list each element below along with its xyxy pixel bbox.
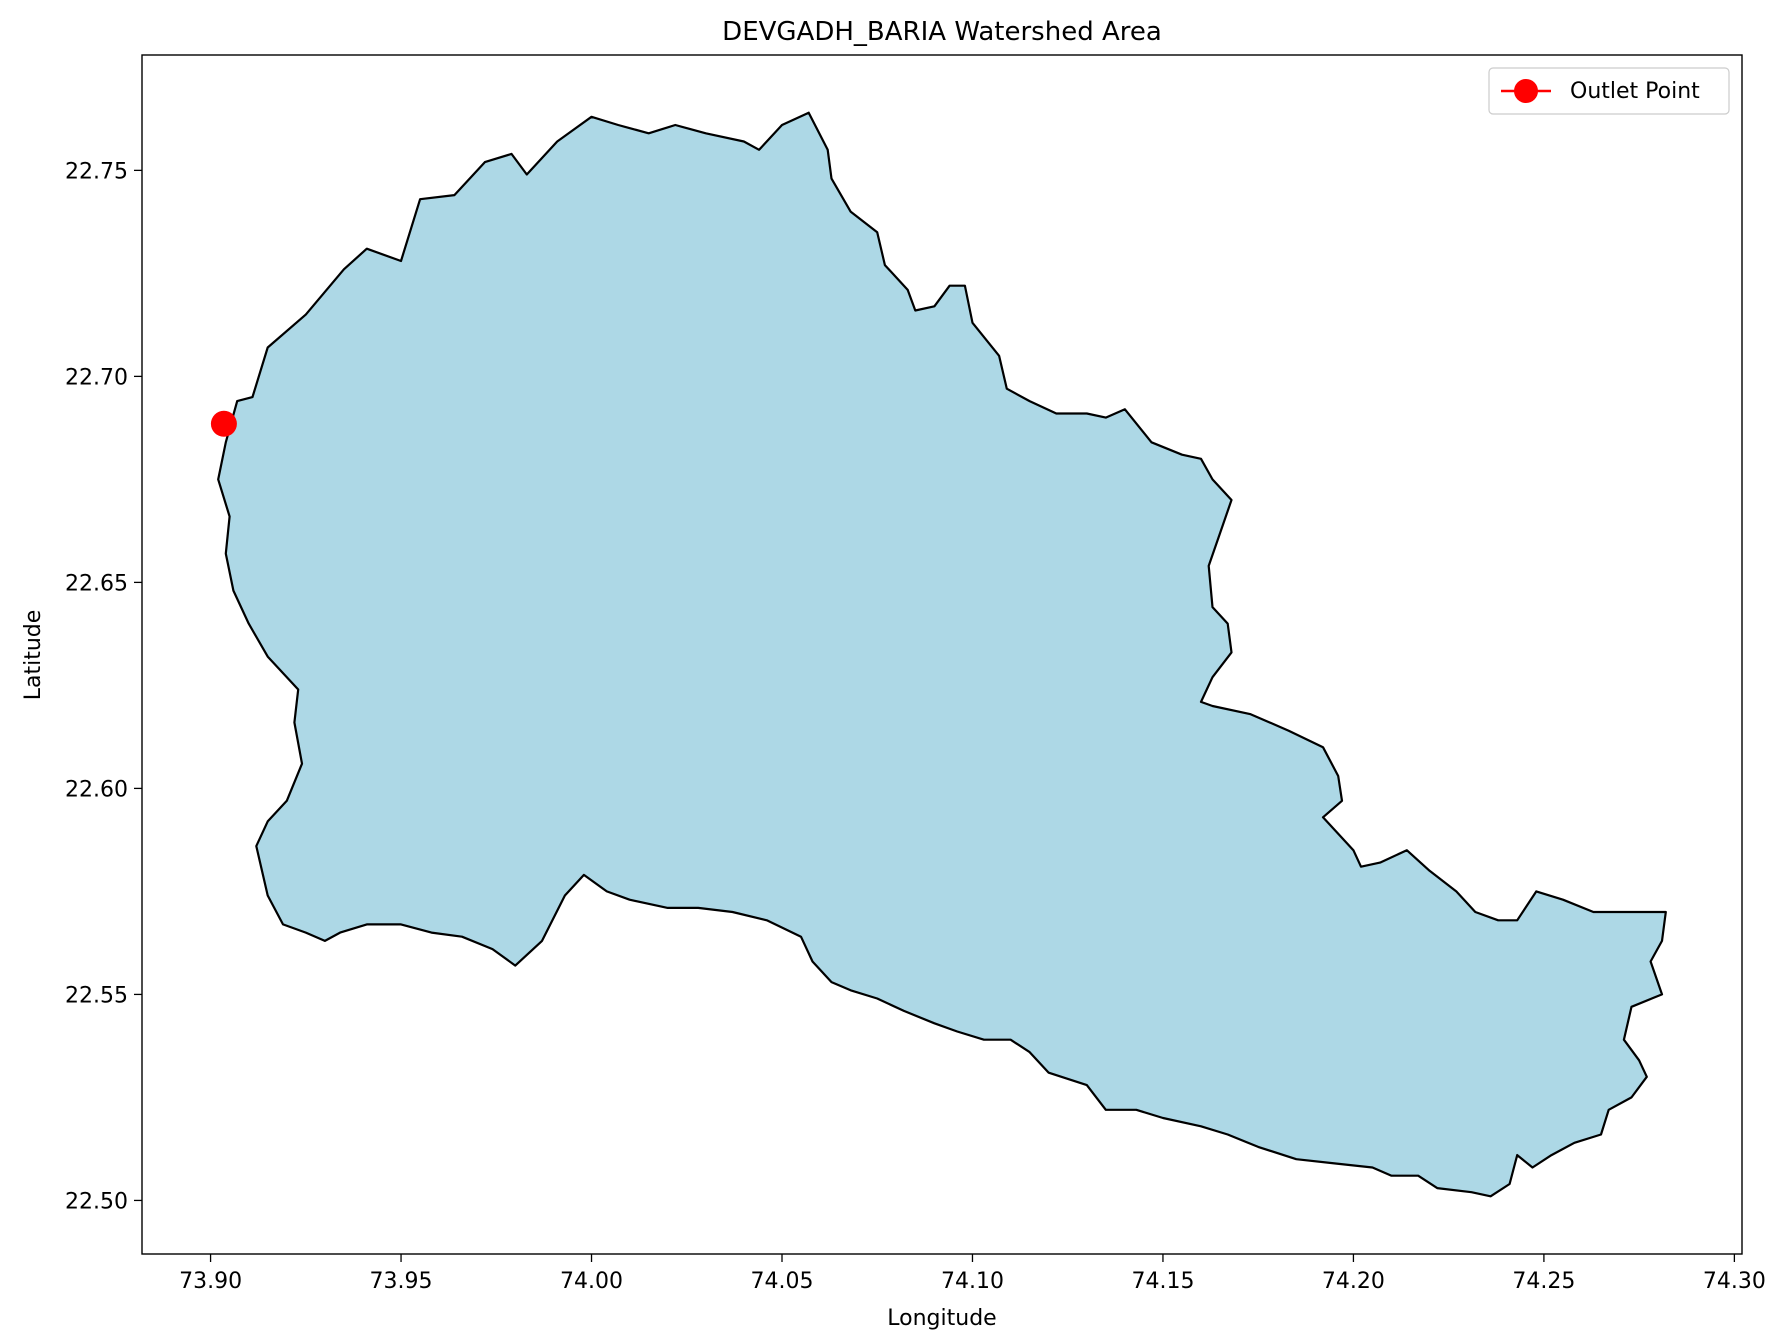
x-axis-label: Longitude	[887, 1306, 996, 1331]
x-tick-label: 74.20	[1322, 1269, 1385, 1294]
x-tick-label: 74.05	[751, 1269, 814, 1294]
y-tick-label: 22.50	[65, 1189, 128, 1214]
y-axis-ticks: 22.50 22.55 22.60 22.65 22.70 22.75	[65, 159, 142, 1214]
y-tick-label: 22.55	[65, 983, 128, 1008]
map-title: DEVGADH_BARIA Watershed Area	[722, 17, 1162, 47]
legend: Outlet Point	[1488, 67, 1730, 115]
y-tick-label: 22.60	[65, 777, 128, 802]
y-tick-label: 22.75	[65, 159, 128, 184]
y-tick-label: 22.70	[65, 365, 128, 390]
x-tick-label: 74.00	[560, 1269, 623, 1294]
x-tick-label: 73.95	[370, 1269, 433, 1294]
outlet-point-marker	[210, 410, 237, 437]
x-tick-label: 74.25	[1512, 1269, 1575, 1294]
axes-frame	[141, 54, 1743, 1255]
legend-marker	[1514, 79, 1538, 103]
watershed-polygon	[217, 111, 1667, 1198]
x-tick-label: 74.15	[1131, 1269, 1194, 1294]
x-axis-ticks: 73.90 73.95 74.00 74.05 74.10 74.15 74.20 74.25…	[179, 1254, 1766, 1294]
legend-label: Outlet Point	[1570, 79, 1700, 104]
x-tick-label: 74.30	[1703, 1269, 1766, 1294]
y-axis-label: Latitude	[21, 610, 46, 701]
x-tick-label: 73.90	[179, 1269, 242, 1294]
x-tick-label: 74.10	[941, 1269, 1004, 1294]
plot-area	[210, 111, 1667, 1198]
legend-box	[1488, 67, 1730, 115]
y-tick-label: 22.65	[65, 571, 128, 596]
